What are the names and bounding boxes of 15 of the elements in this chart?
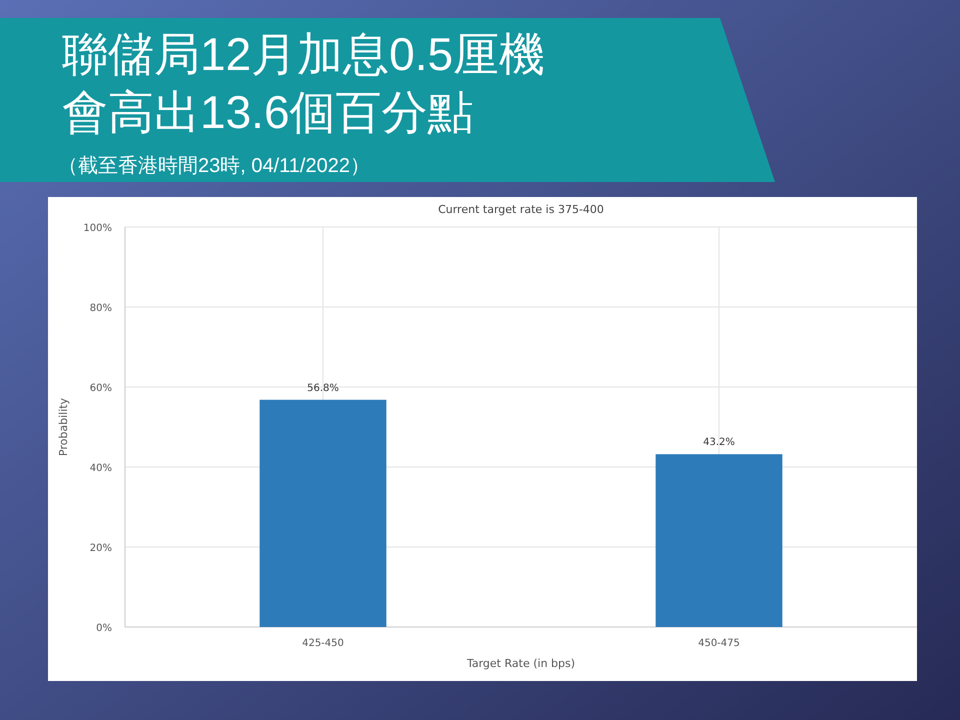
y-tick-label: 0% (96, 623, 112, 634)
data-label: 43.2% (703, 437, 735, 448)
y-tick-label: 80% (90, 303, 112, 314)
y-tick-label: 20% (90, 543, 112, 554)
x-axis-title: Target Rate (in bps) (466, 657, 576, 670)
x-tick-label: 450-475 (698, 638, 740, 649)
chart-title: 聯儲局12月加息0.5厘機會高出13.6個百分點 (62, 28, 546, 138)
x-tick-label: 425-450 (302, 638, 344, 649)
y-tick-label: 60% (90, 383, 112, 394)
chart-subtitle: Current target rate is 375-400 (438, 203, 604, 216)
y-tick-label: 40% (90, 463, 112, 474)
y-tick-label: 100% (83, 223, 112, 234)
text: （截至香港時間23時, 04/11/2022） (58, 155, 370, 177)
y-axis-title: Probability (57, 397, 70, 456)
data-label: 56.8% (307, 382, 339, 394)
